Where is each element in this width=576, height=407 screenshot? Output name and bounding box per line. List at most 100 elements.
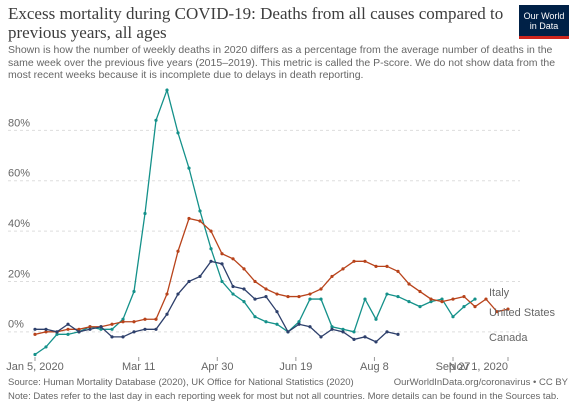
x-tick-label: Sep 27 [436, 361, 471, 373]
point [44, 345, 48, 349]
point [473, 297, 477, 301]
point [143, 211, 147, 216]
point [308, 325, 312, 329]
point [66, 322, 70, 326]
x-tick-label: Apr 30 [201, 361, 233, 373]
series-line [35, 260, 399, 343]
point [198, 209, 202, 213]
point [88, 327, 92, 331]
point [187, 279, 191, 284]
point [44, 330, 48, 334]
point [352, 337, 356, 341]
series-label: Italy [489, 287, 510, 299]
point [198, 274, 202, 279]
point [462, 305, 466, 309]
point [418, 305, 422, 309]
chart-title: Excess mortality during COVID-19: Deaths… [8, 4, 504, 42]
point [66, 327, 70, 331]
point [506, 307, 510, 311]
point [242, 287, 246, 291]
point [429, 300, 433, 304]
point [385, 264, 389, 268]
point [374, 340, 378, 344]
point [275, 310, 279, 314]
point [286, 294, 290, 299]
point [55, 332, 59, 336]
point [330, 327, 334, 331]
point [143, 317, 147, 321]
point [253, 297, 257, 301]
point [407, 300, 411, 304]
point [275, 292, 279, 296]
point [308, 292, 312, 296]
point [308, 297, 312, 301]
point [242, 267, 246, 271]
point [220, 252, 224, 256]
point [319, 335, 323, 339]
point [341, 330, 345, 334]
point [176, 249, 180, 253]
point [77, 327, 81, 331]
note: Note: Dates refer to the last day in eac… [8, 391, 559, 402]
point [396, 294, 400, 299]
x-tick-label: Jan 5, 2020 [6, 361, 64, 373]
point [286, 330, 290, 334]
point [132, 289, 136, 294]
point [319, 287, 323, 291]
source: Source: Human Mortality Database (2020),… [8, 377, 354, 388]
point [297, 294, 301, 299]
point [484, 297, 488, 301]
point [264, 294, 268, 299]
y-tick-label: 20% [8, 268, 30, 280]
point [110, 322, 114, 326]
point [88, 325, 92, 329]
point [110, 327, 114, 331]
point [341, 267, 345, 271]
point [440, 300, 444, 304]
point [33, 352, 37, 357]
url[interactable]: OurWorldInData.org/coronavirus • CC BY [393, 377, 568, 388]
point [66, 332, 70, 336]
point [33, 327, 37, 331]
point [231, 257, 235, 261]
logo[interactable]: Our World in Data [519, 5, 569, 39]
point [363, 335, 367, 339]
point [198, 219, 202, 223]
point [462, 294, 466, 299]
point [352, 330, 356, 334]
point [143, 327, 147, 331]
y-tick-label: 80% [8, 117, 30, 129]
point [121, 320, 125, 324]
point [165, 88, 169, 92]
point [165, 292, 169, 296]
series-label: Canada [489, 332, 528, 344]
point [341, 327, 345, 331]
point [165, 312, 169, 316]
point [253, 315, 257, 319]
point [264, 320, 268, 324]
point [220, 262, 224, 266]
point [451, 297, 455, 301]
y-tick-label: 0% [8, 319, 24, 331]
point [154, 327, 158, 331]
point [132, 330, 136, 334]
point [451, 315, 455, 319]
point [99, 327, 103, 331]
point [187, 166, 191, 170]
point [396, 269, 400, 273]
point [473, 305, 477, 309]
point [297, 322, 301, 326]
point [176, 292, 180, 296]
point [121, 335, 125, 339]
point [55, 330, 59, 334]
point [44, 327, 48, 331]
x-tick-label: Mar 11 [122, 361, 155, 373]
point [297, 320, 301, 324]
chart-subtitle: Shown is how the number of weekly deaths… [8, 44, 556, 81]
point [319, 297, 323, 301]
point [209, 229, 213, 233]
point [220, 279, 224, 284]
point [352, 259, 356, 263]
